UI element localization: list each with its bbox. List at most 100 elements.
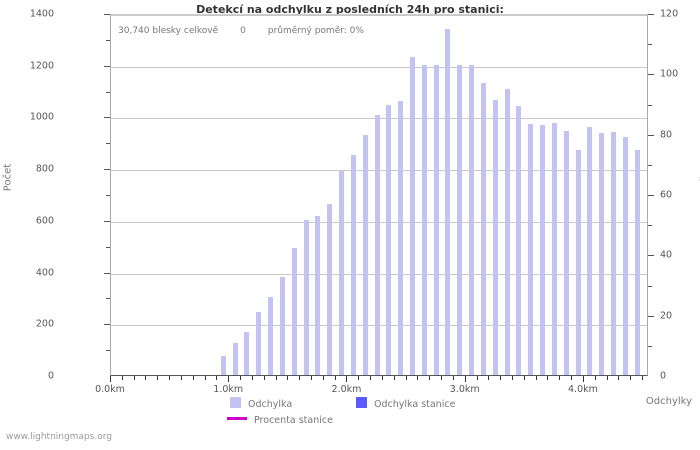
y-axis-left-minor-tick [106,91,110,93]
gridline [111,15,647,16]
x-axis-tick [346,376,348,382]
bar [410,56,416,375]
x-axis-minor-tick [500,376,502,380]
y-axis-left-tick [104,272,110,274]
y-axis-left-minor-tick [106,143,110,145]
bar [433,64,439,375]
x-axis-minor-tick [251,376,253,380]
x-axis-minor-tick [275,376,277,380]
x-axis-minor-tick [642,376,644,380]
bar [279,276,285,375]
x-axis-minor-tick [417,376,419,380]
x-axis-minor-tick [606,376,608,380]
legend-label-odchylka: Odchylka [248,399,293,410]
x-axis-tick-label: 1.0km [213,384,244,395]
y-axis-right-tick-label: 120 [660,8,679,20]
x-axis-minor-tick [405,376,407,380]
x-axis-minor-tick [263,376,265,380]
y-axis-right-tick-label: 60 [660,189,673,201]
y-axis-right-tick-label: 40 [660,249,673,261]
bars-layer [111,15,647,375]
x-axis-tick-label: 3.0km [449,384,480,395]
bar [599,133,605,375]
y-axis-left-tick-label: 800 [35,163,54,175]
x-axis-minor-tick [169,376,171,380]
bar [350,155,356,375]
annotation-zero: 0 [240,26,246,36]
x-axis-tick-label: 2.0km [331,384,362,395]
y-axis-right-minor-tick [648,104,652,106]
x-axis-tick-label: 4.0km [568,384,598,395]
x-axis-minor-tick [381,376,383,380]
bar [398,100,404,375]
x-axis-minor-tick [334,376,336,380]
y-axis-right-tick [648,255,654,257]
annotation-total: 30,740 blesky celkově [118,26,219,36]
y-axis-left-label: Počet [2,163,14,192]
gridline [111,66,647,68]
x-axis-minor-tick [512,376,514,380]
x-axis-minor-tick [594,376,596,380]
legend-label-odchylka-stanice: Odchylka stanice [374,399,456,410]
y-axis-right-minor-tick [648,164,652,166]
bar [611,131,617,375]
bar [587,126,593,375]
x-axis-minor-tick [216,376,218,380]
x-axis-tick [464,376,466,382]
x-axis-tick [228,376,230,382]
bar [634,150,640,375]
y-axis-right-tick-label: 80 [660,129,673,141]
y-axis-left-minor-tick [106,246,110,248]
bar [374,115,380,375]
bar [445,28,451,375]
x-axis-minor-tick [299,376,301,380]
y-axis-left-tick-label: 1200 [29,60,54,72]
bar [386,104,392,375]
y-axis-left-tick [104,220,110,222]
y-axis-right-minor-tick [648,44,652,46]
y-axis-left-tick [104,14,110,15]
bar [315,215,321,375]
y-axis-right-minor-tick [648,225,652,227]
y-axis-right-minor-tick [648,345,652,347]
x-axis-minor-tick [240,376,242,380]
y-axis-left-tick [104,117,110,119]
bar [516,106,522,375]
y-axis-left-tick [104,169,110,171]
y-axis-left-tick-label: 200 [35,318,54,330]
bar [327,204,333,375]
x-axis-minor-tick [618,376,620,380]
bar [291,248,297,375]
y-axis-right-tick-label: 0 [660,370,667,382]
y-axis-left-minor-tick [106,350,110,352]
x-axis-minor-tick [441,376,443,380]
x-axis-minor-tick [311,376,312,380]
legend-item-odchylka-stanice: Odchylka stanice [356,392,455,411]
x-axis-tick [582,376,584,382]
y-axis-right-tick [648,14,654,15]
legend-label-procenta-stanice: Procenta stanice [254,415,333,426]
x-axis-minor-tick [488,376,490,380]
y-axis-right-minor-tick [648,285,652,287]
x-axis-minor-tick [133,376,135,380]
y-axis-right-tick [648,74,654,76]
plot-area [110,14,648,376]
legend-swatch-odchylka [230,397,241,408]
x-axis-minor-tick [322,376,324,380]
bar [622,137,628,375]
bar [244,332,250,375]
x-axis-minor-tick [523,376,525,380]
bar [480,82,486,375]
x-axis-minor-tick [452,376,454,380]
x-axis-minor-tick [180,376,182,380]
x-axis-minor-tick [630,376,632,380]
x-axis-minor-tick [571,376,573,380]
chart-title: Detekcí na odchylku z posledních 24h pro… [196,3,504,16]
bar [303,219,309,375]
x-axis-minor-tick [358,376,360,380]
x-axis-minor-tick [192,376,194,380]
legend-swatch-odchylka-stanice [356,397,367,408]
bar [339,170,345,375]
y-axis-left-tick [104,324,110,326]
